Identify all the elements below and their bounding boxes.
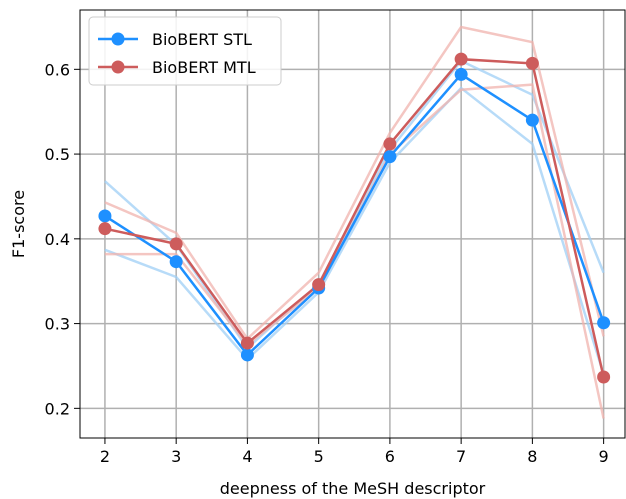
x-tick-label: 3 bbox=[171, 447, 181, 466]
data-point-mtl bbox=[98, 222, 112, 236]
data-point-stl bbox=[525, 113, 539, 127]
data-point-stl bbox=[98, 209, 112, 223]
tick-layer: 2 3 4 5 6 7 8 9 0.2 0.3 0.4 0.5 0.6 bbox=[45, 60, 609, 466]
legend: BioBERT STL BioBERT MTL bbox=[88, 16, 282, 86]
y-axis-label: F1-score bbox=[9, 190, 28, 258]
data-point-stl bbox=[383, 150, 397, 164]
y-tick-label: 0.5 bbox=[45, 145, 70, 164]
x-tick-label: 5 bbox=[314, 447, 324, 466]
data-point-mtl bbox=[169, 237, 183, 251]
data-point-stl bbox=[169, 255, 183, 269]
series-line-stl bbox=[104, 72, 605, 357]
data-point-mtl bbox=[597, 370, 611, 384]
data-point-mtl bbox=[240, 336, 254, 350]
x-tick-label: 9 bbox=[599, 447, 609, 466]
y-tick-label: 0.2 bbox=[45, 399, 70, 418]
x-axis-label: deepness of the MeSH descriptor bbox=[220, 479, 486, 498]
series-line-mtl bbox=[104, 57, 605, 378]
y-tick-label: 0.6 bbox=[45, 60, 70, 79]
legend-label-mtl: BioBERT MTL bbox=[152, 58, 256, 77]
y-tick-label: 0.3 bbox=[45, 315, 70, 334]
x-tick-label: 4 bbox=[242, 447, 252, 466]
data-point-stl bbox=[597, 316, 611, 330]
y-tick-label: 0.4 bbox=[45, 230, 70, 249]
plot-frame bbox=[79, 9, 626, 439]
data-point-mtl bbox=[525, 56, 539, 70]
legend-label-stl: BioBERT STL bbox=[152, 30, 252, 49]
marker-layer bbox=[98, 52, 611, 384]
legend-marker-stl bbox=[111, 32, 125, 46]
x-tick-label: 8 bbox=[527, 447, 537, 466]
upper-band-line-mtl bbox=[104, 25, 605, 341]
x-tick-label: 2 bbox=[100, 447, 110, 466]
data-point-stl bbox=[454, 67, 468, 81]
lower-band-line-stl bbox=[104, 86, 605, 375]
x-tick-label: 6 bbox=[385, 447, 395, 466]
x-tick-label: 7 bbox=[456, 447, 466, 466]
data-point-mtl bbox=[454, 52, 468, 66]
data-point-mtl bbox=[383, 137, 397, 151]
line-layer bbox=[104, 57, 605, 378]
data-point-stl bbox=[240, 348, 254, 362]
data-point-mtl bbox=[312, 278, 326, 292]
legend-marker-mtl bbox=[111, 60, 125, 74]
